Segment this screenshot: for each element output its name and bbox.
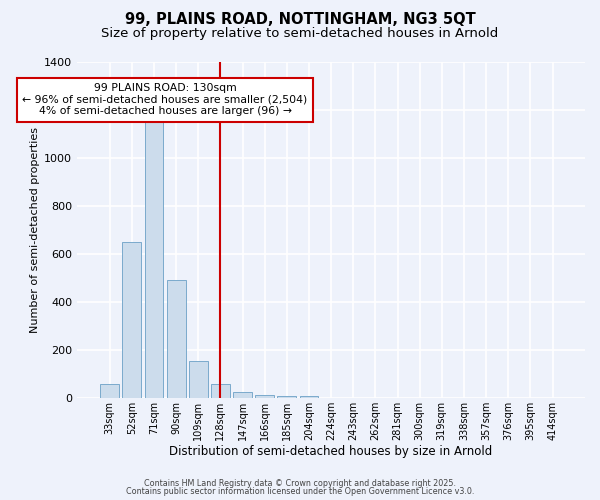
Bar: [100, 384, 119, 398]
Bar: [277, 396, 296, 398]
Y-axis label: Number of semi-detached properties: Number of semi-detached properties: [30, 127, 40, 333]
X-axis label: Distribution of semi-detached houses by size in Arnold: Distribution of semi-detached houses by …: [169, 444, 493, 458]
Bar: [167, 280, 185, 398]
Bar: [145, 122, 163, 398]
Bar: [122, 242, 141, 398]
Text: Contains public sector information licensed under the Open Government Licence v3: Contains public sector information licen…: [126, 487, 474, 496]
Bar: [189, 361, 208, 398]
Text: 99 PLAINS ROAD: 130sqm
← 96% of semi-detached houses are smaller (2,504)
4% of s: 99 PLAINS ROAD: 130sqm ← 96% of semi-det…: [22, 83, 308, 116]
Text: 99, PLAINS ROAD, NOTTINGHAM, NG3 5QT: 99, PLAINS ROAD, NOTTINGHAM, NG3 5QT: [125, 12, 475, 28]
Bar: [233, 392, 252, 398]
Text: Size of property relative to semi-detached houses in Arnold: Size of property relative to semi-detach…: [101, 28, 499, 40]
Bar: [255, 394, 274, 398]
Bar: [299, 396, 319, 398]
Text: Contains HM Land Registry data © Crown copyright and database right 2025.: Contains HM Land Registry data © Crown c…: [144, 478, 456, 488]
Bar: [211, 384, 230, 398]
